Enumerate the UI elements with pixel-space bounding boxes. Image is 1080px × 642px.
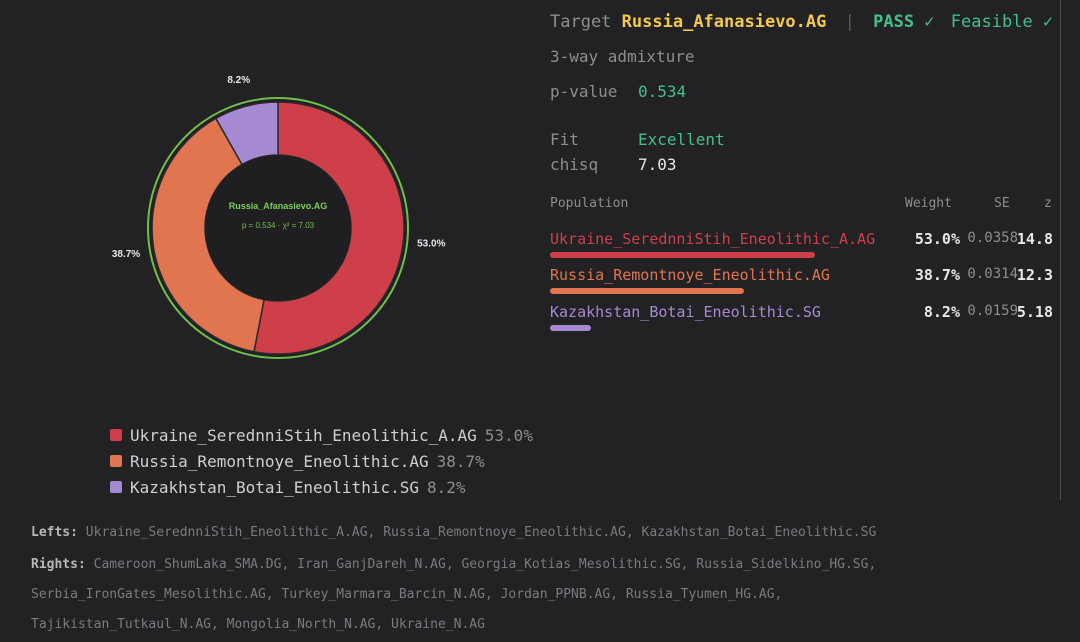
se-value: 0.0358: [967, 230, 1018, 246]
lefts-line: Lefts: Ukraine_SerednniStih_Eneolithic_A…: [31, 518, 876, 548]
donut-slice-label: 53.0%: [417, 239, 445, 250]
target-label: Target: [550, 12, 612, 32]
population-name: Kazakhstan_Botai_Eneolithic.SG: [550, 303, 821, 321]
stat-value: Excellent: [638, 130, 725, 149]
rights-line: Rights: Cameroon_ShumLaka_SMA.DG, Iran_G…: [31, 550, 876, 580]
legend-label: Kazakhstan_Botai_Eneolithic.SG: [130, 477, 419, 497]
z-value: 14.8: [1016, 230, 1053, 248]
model-subtitle: 3-way admixture: [550, 47, 695, 66]
stat-value: 0.534: [638, 82, 687, 101]
feasible-badge: Feasible ✓: [950, 12, 1054, 32]
donut-center-stats: p = 0.534 · χ² = 7.03: [242, 221, 315, 230]
weight-bar: [550, 325, 591, 331]
z-value: 5.18: [1016, 303, 1053, 321]
pass-badge: PASS ✓: [873, 12, 935, 32]
weight-value: 38.7%: [914, 266, 960, 284]
weight-bar: [550, 288, 744, 294]
lefts-label: Lefts:: [31, 525, 78, 540]
weight-value: 8.2%: [923, 303, 960, 321]
legend-item[interactable]: Ukraine_SerednniStih_Eneolithic_A.AG 53.…: [110, 422, 533, 448]
legend-percent: 8.2%: [426, 477, 466, 497]
column-header-se: SE: [994, 196, 1010, 211]
se-value: 0.0159: [967, 303, 1018, 319]
donut-center-title: Russia_Afanasievo.AG: [229, 201, 328, 211]
rights-line: Tajikistan_Tutkaul_N.AG, Mongolia_North_…: [31, 617, 485, 632]
rights-line: Serbia_IronGates_Mesolithic.AG, Turkey_M…: [31, 587, 783, 602]
stat-key: p-value: [550, 82, 618, 101]
donut-hole: [205, 155, 351, 301]
legend-item[interactable]: Russia_Remontnoye_Eneolithic.AG 38.7%: [110, 448, 533, 474]
admixture-donut-chart: Russia_Afanasievo.AG p = 0.534 · χ² = 7.…: [112, 75, 446, 359]
weight-value: 53.0%: [914, 230, 960, 248]
rights-value: Cameroon_ShumLaka_SMA.DG, Iran_GanjDareh…: [93, 557, 877, 572]
donut-slice-label: 38.7%: [112, 249, 140, 260]
stat-key: chisq: [550, 155, 599, 174]
legend-label: Russia_Remontnoye_Eneolithic.AG: [130, 451, 429, 471]
population-name: Russia_Remontnoye_Eneolithic.AG: [550, 266, 830, 284]
column-header-z: z: [1044, 196, 1052, 211]
legend-item[interactable]: Kazakhstan_Botai_Eneolithic.SG 8.2%: [110, 474, 533, 500]
weight-bar: [550, 252, 815, 258]
population-name: Ukraine_SerednniStih_Eneolithic_A.AG: [550, 230, 876, 248]
column-header-weight: Weight: [905, 196, 952, 211]
stat-key: Fit: [550, 130, 579, 149]
stat-value: 7.03: [638, 155, 677, 174]
target-header: Target Russia_Afanasievo.AG | PASS ✓ Fea…: [550, 12, 1053, 32]
panel-border: [1060, 0, 1061, 500]
se-value: 0.0314: [967, 266, 1018, 282]
legend-percent: 53.0%: [484, 425, 533, 445]
table-row[interactable]: Kazakhstan_Botai_Eneolithic.SG 8.2% 0.01…: [550, 303, 1055, 337]
legend-label: Ukraine_SerednniStih_Eneolithic_A.AG: [130, 425, 477, 445]
column-header-population: Population: [550, 196, 629, 211]
legend-swatch: [110, 481, 122, 493]
donut-slice-label: 8.2%: [227, 75, 250, 86]
chart-legend: Ukraine_SerednniStih_Eneolithic_A.AG 53.…: [110, 422, 533, 500]
rights-block: Rights: Cameroon_ShumLaka_SMA.DG, Iran_G…: [31, 550, 876, 640]
header-separator: |: [844, 12, 855, 32]
legend-percent: 38.7%: [436, 451, 485, 471]
table-row[interactable]: Ukraine_SerednniStih_Eneolithic_A.AG 53.…: [550, 230, 1055, 264]
legend-swatch: [110, 429, 122, 441]
lefts-value: Ukraine_SerednniStih_Eneolithic_A.AG, Ru…: [85, 525, 877, 540]
z-value: 12.3: [1016, 266, 1053, 284]
rights-label: Rights:: [31, 557, 86, 572]
target-name: Russia_Afanasievo.AG: [621, 12, 827, 32]
donut-outer-ring: [147, 97, 409, 359]
legend-swatch: [110, 455, 122, 467]
table-row[interactable]: Russia_Remontnoye_Eneolithic.AG 38.7% 0.…: [550, 266, 1055, 300]
